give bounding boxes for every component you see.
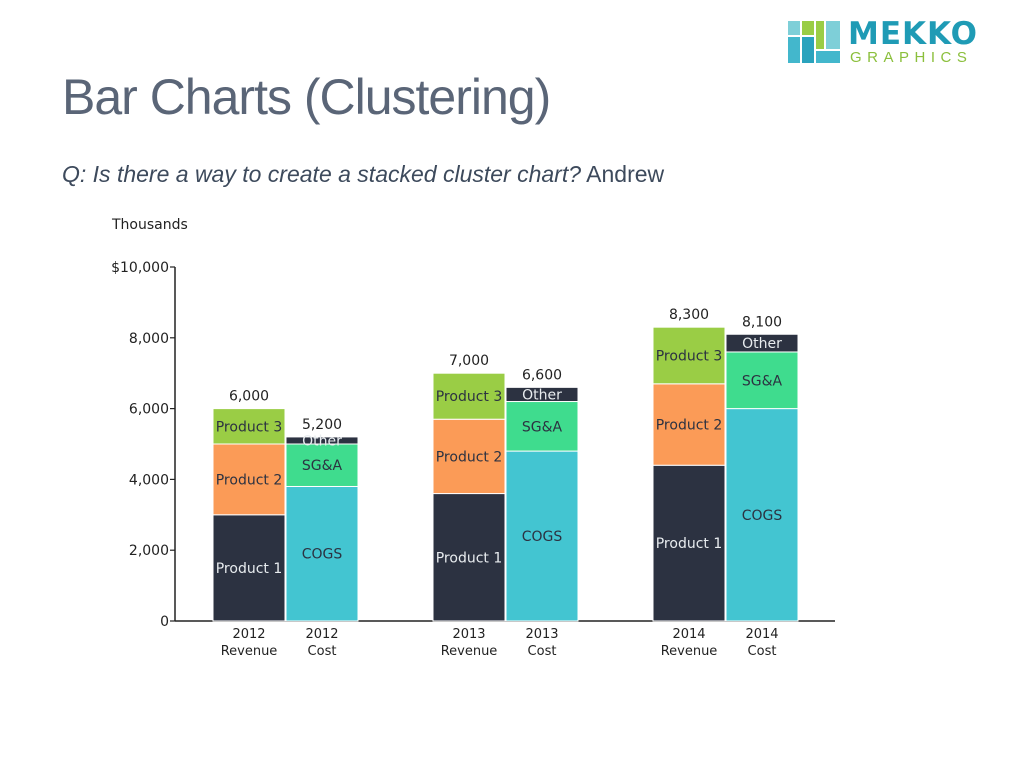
bar-total-label: 7,000 [449,353,489,369]
bar-segment [212,408,286,445]
bar-segment [285,443,359,487]
segment-label: SG&A [522,419,563,435]
bar-segment [725,333,799,353]
x-category-year: 2013 [525,627,558,642]
y-axis-label: Thousands [111,217,188,233]
y-tick-label: 2,000 [129,543,169,559]
question-text: Q: Is there a way to create a stacked cl… [62,161,582,187]
bar-segment [652,326,726,385]
segment-label: Other [742,336,782,352]
segment-label: SG&A [302,458,343,474]
x-category-year: 2012 [232,627,265,642]
bar-segment [432,418,506,495]
bar-total-label: 5,200 [302,417,342,433]
segment-label: Product 3 [656,349,723,365]
x-category-kind: Cost [308,644,337,659]
bar-segment [212,514,286,622]
x-category-year: 2012 [305,627,338,642]
author-name: Andrew [586,161,665,187]
bar-total-label: 8,300 [669,307,709,323]
segment-label: Product 2 [216,472,283,488]
x-category-kind: Revenue [441,644,498,659]
segment-label: Other [302,433,342,449]
x-category-kind: Cost [748,644,777,659]
segment-label: Product 3 [436,389,503,405]
segment-label: SG&A [742,373,783,389]
bar-segment [285,485,359,622]
segment-label: Product 1 [656,536,723,552]
bar-segment [652,464,726,622]
bar-total-label: 8,100 [742,314,782,330]
bar-segment [652,383,726,466]
subtitle: Q: Is there a way to create a stacked cl… [62,161,664,188]
y-tick-label: $10,000 [111,260,169,276]
segment-label: Other [522,387,562,403]
segment-label: Product 2 [656,418,723,434]
bar-segment [212,443,286,516]
x-category-year: 2013 [452,627,485,642]
bar-segment [505,450,579,622]
x-category-kind: Cost [528,644,557,659]
bar-segment [432,493,506,622]
bar-total-label: 6,600 [522,367,562,383]
bar-segment [285,436,359,445]
bar-segment [725,351,799,410]
bar-segment [505,386,579,403]
segment-label: COGS [742,508,783,524]
page-title: Bar Charts (Clustering) [62,69,551,125]
bar-total-label: 6,000 [229,389,269,405]
x-category-year: 2014 [672,627,705,642]
segment-label: Product 2 [436,449,503,465]
y-tick-label: 8,000 [129,331,169,347]
segment-label: Product 3 [216,419,283,435]
logo-mark-icon [788,21,840,63]
bar-segment [725,408,799,622]
x-category-kind: Revenue [661,644,718,659]
segment-label: COGS [302,547,343,563]
segment-label: Product 1 [436,550,503,566]
y-tick-label: 0 [160,614,169,630]
y-tick-label: 6,000 [129,402,169,418]
segment-label: COGS [522,529,563,545]
bar-segment [505,401,579,452]
segment-label: Product 1 [216,561,283,577]
x-category-year: 2014 [745,627,778,642]
bar-segment [432,372,506,420]
logo-subword: GRAPHICS [850,49,973,66]
mekko-graphics-logo: MEKKO GRAPHICS [786,16,1006,68]
logo-word: MEKKO [848,16,979,52]
x-category-kind: Revenue [221,644,278,659]
y-tick-label: 4,000 [129,472,169,488]
